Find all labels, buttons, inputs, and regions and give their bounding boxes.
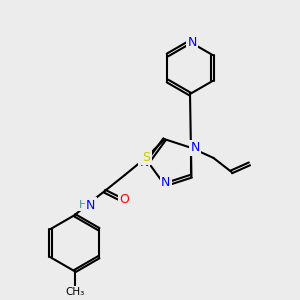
Text: CH₃: CH₃ xyxy=(65,287,84,297)
Text: H: H xyxy=(78,200,87,210)
Text: S: S xyxy=(142,151,151,164)
Text: N: N xyxy=(191,141,200,154)
Text: N: N xyxy=(161,176,170,189)
Text: N: N xyxy=(139,155,149,169)
Text: O: O xyxy=(120,193,130,206)
Text: N: N xyxy=(187,35,197,49)
Text: N: N xyxy=(86,199,95,212)
